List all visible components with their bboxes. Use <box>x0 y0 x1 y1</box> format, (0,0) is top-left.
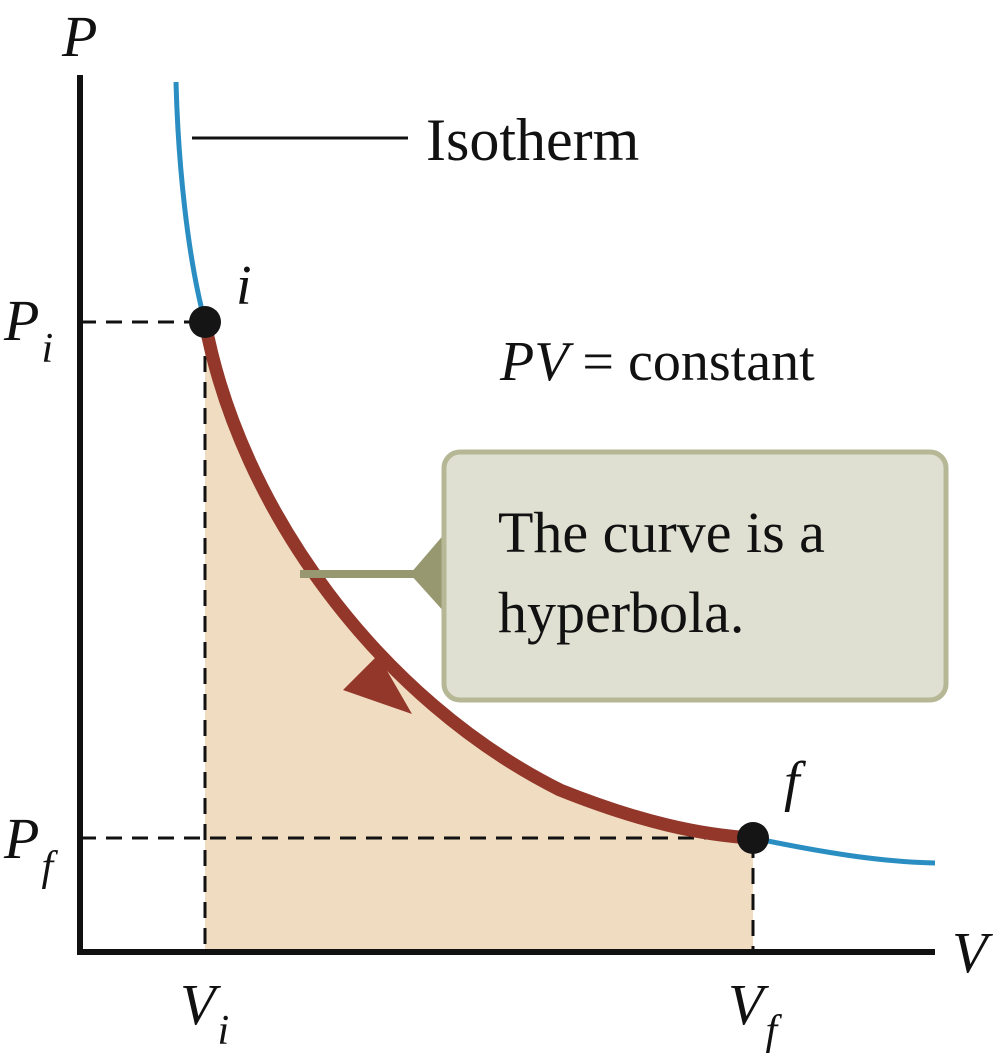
vf-label-main: V <box>728 972 770 1037</box>
pf-label-sub: f <box>41 844 58 890</box>
vf-label: Vf <box>728 972 782 1054</box>
isotherm-label: Isotherm <box>426 107 639 173</box>
isotherm-curve-lower <box>752 835 936 866</box>
work-area-fill <box>205 322 753 952</box>
pi-label-sub: i <box>41 326 53 372</box>
x-axis-label: V <box>952 920 994 985</box>
initial-point-label: i <box>236 255 252 317</box>
vi-label-sub: i <box>217 1008 229 1054</box>
initial-state-point <box>189 306 221 338</box>
pv-symbol: PV <box>499 331 574 393</box>
process-direction-arrow <box>343 655 412 714</box>
pv-equation-rest: = constant <box>568 331 815 393</box>
callout-pointer-wedge <box>410 532 446 614</box>
pi-label: Pi <box>3 288 53 372</box>
process-curve <box>198 315 760 845</box>
vi-label-main: V <box>180 972 222 1037</box>
pi-label-main: P <box>3 288 39 353</box>
pv-constant-equation: PV = constant <box>499 331 815 393</box>
vi-label: Vi <box>180 972 229 1054</box>
pf-label: Pf <box>3 806 58 890</box>
final-point-label: f <box>784 751 807 813</box>
callout-box <box>441 449 949 703</box>
vf-label-sub: f <box>765 1008 782 1054</box>
callout-text-line1: The curve is a <box>498 500 825 565</box>
isotherm-curve-upper <box>173 81 208 323</box>
final-state-point <box>737 822 769 854</box>
callout-text-line2: hyperbola. <box>498 580 744 645</box>
pf-label-main: P <box>3 806 39 871</box>
y-axis-label: P <box>61 4 97 69</box>
